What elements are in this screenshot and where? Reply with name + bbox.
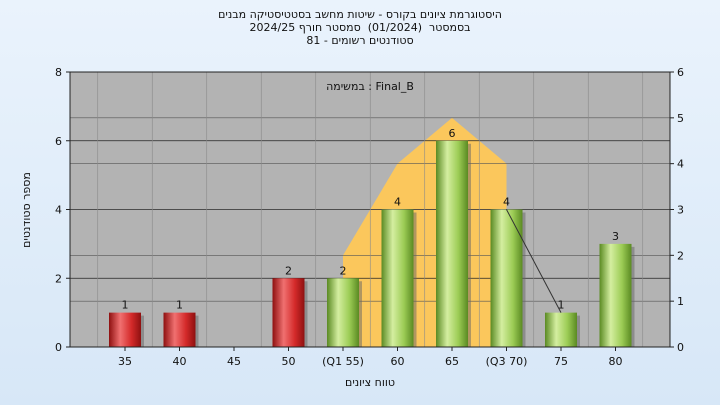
y2-tick-label-4: 4 bbox=[677, 158, 684, 171]
x-tick-label-3: 50 bbox=[282, 355, 296, 368]
data-label-3: 2 bbox=[285, 264, 292, 277]
y2-tick-label-0: 0 bbox=[677, 341, 684, 354]
bar-3 bbox=[272, 278, 305, 347]
bar-1 bbox=[163, 312, 196, 347]
x-tick-label-8: 75 bbox=[554, 355, 568, 368]
data-label-5: 4 bbox=[394, 196, 401, 209]
grid-lines bbox=[70, 71, 670, 348]
data-label-7: 4 bbox=[503, 196, 510, 209]
trend-line bbox=[506, 209, 562, 313]
y2-tick-label-1: 1 bbox=[677, 295, 684, 308]
y2-tick-label-3: 3 bbox=[677, 204, 684, 217]
y2-tick-label-2: 2 bbox=[677, 249, 684, 262]
bar-6 bbox=[436, 140, 468, 347]
y-tick-label-4: 8 bbox=[55, 66, 62, 79]
bar-0 bbox=[109, 312, 141, 347]
bar-8 bbox=[545, 312, 577, 347]
x-tick-label-4: (Q1 55) bbox=[322, 355, 364, 368]
x-tick-label-5: 60 bbox=[391, 355, 405, 368]
y-tick-label-2: 4 bbox=[55, 204, 62, 217]
data-label-8: 1 bbox=[558, 299, 565, 312]
x-tick-label-9: 80 bbox=[609, 355, 623, 368]
bar-5 bbox=[381, 209, 414, 347]
bar-7 bbox=[490, 209, 523, 347]
data-label-6: 6 bbox=[449, 127, 456, 140]
data-label-0: 1 bbox=[122, 299, 129, 312]
data-label-1: 1 bbox=[176, 299, 183, 312]
data-label-9: 3 bbox=[612, 230, 619, 243]
x-tick-label-6: 65 bbox=[445, 355, 459, 368]
x-tick-label-2: 45 bbox=[227, 355, 241, 368]
data-label-4: 2 bbox=[340, 264, 347, 277]
y-axis-title: מספר סטודנטים bbox=[20, 172, 33, 248]
x-tick-label-1: 40 bbox=[173, 355, 187, 368]
y-tick-label-1: 2 bbox=[55, 272, 62, 285]
bar-4 bbox=[327, 278, 359, 347]
chart-title-line2: בסמסטר (01/2024) סמסטר חורף 2024/25 bbox=[249, 21, 471, 34]
chart-annotation: במשימה : Final_B bbox=[326, 80, 414, 93]
chart-titles: היסטוגרמת ציונים בקורס - שיטות מחשב בסטט… bbox=[0, 8, 720, 47]
y-tick-label-3: 6 bbox=[55, 135, 62, 148]
x-axis-title: טווח ציונים bbox=[345, 376, 395, 389]
y2-tick-label-6: 6 bbox=[677, 66, 684, 79]
y2-tick-label-5: 5 bbox=[677, 112, 684, 125]
x-tick-label-7: (Q3 70) bbox=[486, 355, 528, 368]
chart-title-line1: היסטוגרמת ציונים בקורס - שיטות מחשב בסטט… bbox=[218, 8, 502, 21]
bar-9 bbox=[599, 243, 632, 347]
chart-title-line3: סטודנטים רשומים - 81 bbox=[306, 34, 414, 47]
x-tick-label-0: 35 bbox=[118, 355, 132, 368]
y-tick-label-0: 0 bbox=[55, 341, 62, 354]
